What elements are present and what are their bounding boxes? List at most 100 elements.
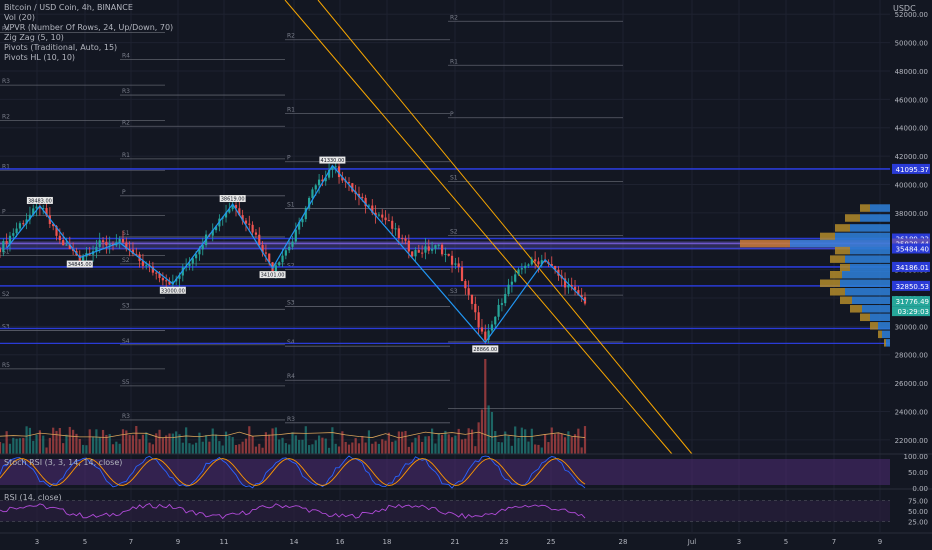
candle-body — [141, 261, 145, 266]
candle-body — [577, 290, 580, 296]
zigzag-label-box — [319, 156, 346, 164]
volume-profile — [740, 204, 890, 347]
volume-bar — [371, 443, 374, 454]
price-tick-label: 48000.00 — [895, 68, 928, 76]
candle-body — [131, 249, 135, 254]
candle-body — [401, 237, 404, 239]
volume-bar — [25, 426, 28, 454]
pivot-label: P — [287, 155, 291, 162]
candle-body — [494, 316, 497, 325]
price-tick-label: 46000.00 — [895, 96, 928, 104]
candle-body — [421, 252, 424, 254]
volume-bar — [248, 426, 251, 454]
time-axis[interactable]: 3 5 7 9 11 14 16 18 21 23 25 28 Jul 3 5 7 9 — [0, 532, 932, 546]
volume-bar — [381, 439, 384, 454]
volume-bar — [321, 437, 324, 454]
candle-body — [573, 286, 577, 291]
volume-bar — [500, 442, 504, 454]
rsi-title[interactable]: RSI (14, close) — [4, 493, 62, 502]
volume-bar — [524, 429, 527, 454]
candle-body — [387, 220, 390, 222]
volume-bar — [208, 441, 211, 454]
volume-bar — [221, 445, 224, 454]
volume-bar — [234, 444, 238, 454]
vpvr-up — [840, 279, 890, 288]
stoch-rsi-title[interactable]: Stoch RSI (3, 3, 14, 14, close) — [4, 458, 123, 467]
candle-body — [294, 229, 297, 242]
candle-body — [580, 295, 583, 298]
pivot-label: S1 — [2, 248, 10, 255]
volume-bar — [567, 431, 570, 454]
candle-body — [52, 224, 55, 227]
pivot-label: R2 — [450, 14, 458, 21]
pivot-label: R3 — [122, 88, 130, 95]
volume-bar — [394, 440, 397, 454]
zigzag-line — [6, 164, 586, 344]
volume-bar — [447, 434, 450, 454]
volume-bar — [62, 443, 65, 454]
candle-body — [397, 228, 400, 238]
candle-body — [105, 242, 108, 246]
volume-bar — [527, 441, 530, 454]
volume-bar — [577, 428, 580, 454]
candle-body — [274, 265, 277, 272]
price-badge — [892, 280, 930, 291]
volume-bar — [308, 445, 311, 454]
candle-body — [474, 303, 477, 313]
indicator-vpvr[interactable]: VPVR (Number Of Rows, 24, Up/Down, 70) — [4, 23, 174, 32]
candle-body — [62, 240, 65, 246]
zigzag-label: 34845.00 — [68, 262, 92, 268]
volume-bar — [72, 429, 75, 454]
pivot-label: R1 — [450, 58, 458, 65]
symbol-title[interactable]: Bitcoin / USD Coin, 4h, BINANCE — [4, 3, 133, 12]
candle-body — [527, 264, 530, 266]
volume-bars — [0, 359, 587, 454]
volume-bar — [504, 431, 507, 454]
volume-bar — [85, 445, 88, 454]
candle-body — [500, 303, 504, 305]
time-tick-label: 7 — [129, 538, 133, 546]
volume-bar — [158, 429, 161, 454]
candle-body — [517, 269, 520, 275]
candle-body — [490, 324, 494, 331]
indicator-pivots[interactable]: Pivots (Traditional, Auto, 15) — [4, 43, 118, 52]
indicator-zigzag[interactable]: Zig Zag (5, 10) — [4, 33, 64, 42]
indicator-vol[interactable]: Vol (20) — [4, 13, 35, 22]
indicator-pivots-hl[interactable]: Pivots HL (10, 10) — [4, 53, 76, 62]
candle-body — [201, 245, 204, 250]
vpvr-up — [860, 214, 890, 222]
candle-body — [291, 241, 294, 247]
volume-bar — [474, 446, 477, 454]
candle-body — [507, 284, 510, 295]
price-axis[interactable]: 52000.00 50000.00 48000.00 46000.00 44000.00… — [892, 11, 930, 527]
pivot-label: P — [122, 189, 126, 196]
candle-body — [367, 205, 371, 207]
pivot-label: R3 — [2, 78, 10, 85]
pivot-label: R4 — [2, 26, 10, 33]
vpvr-up — [882, 330, 890, 339]
volume-bar — [98, 437, 101, 454]
volume-bar — [407, 446, 410, 454]
pivot-label: S5 — [122, 379, 130, 386]
price-badge-label: 34186.01 — [896, 264, 929, 272]
pivot-label: R4 — [122, 53, 130, 60]
candle-body — [407, 240, 410, 252]
volume-bar — [35, 434, 38, 454]
volume-bar — [135, 426, 138, 454]
volume-bar — [48, 437, 51, 454]
vpvr-up — [850, 263, 890, 272]
vpvr-up — [852, 296, 890, 305]
candle-body — [198, 249, 201, 255]
candle-body — [450, 255, 454, 265]
vpvr-down — [884, 339, 886, 347]
vpvr-up — [842, 270, 890, 279]
pivot-label: R3 — [122, 413, 130, 420]
volume-bar — [540, 447, 543, 454]
candle-body — [261, 245, 264, 253]
volume-bar — [514, 426, 517, 454]
candle-body — [411, 251, 414, 257]
price-badge — [892, 261, 930, 272]
volume-bar — [467, 428, 470, 454]
candle-body — [467, 288, 470, 295]
